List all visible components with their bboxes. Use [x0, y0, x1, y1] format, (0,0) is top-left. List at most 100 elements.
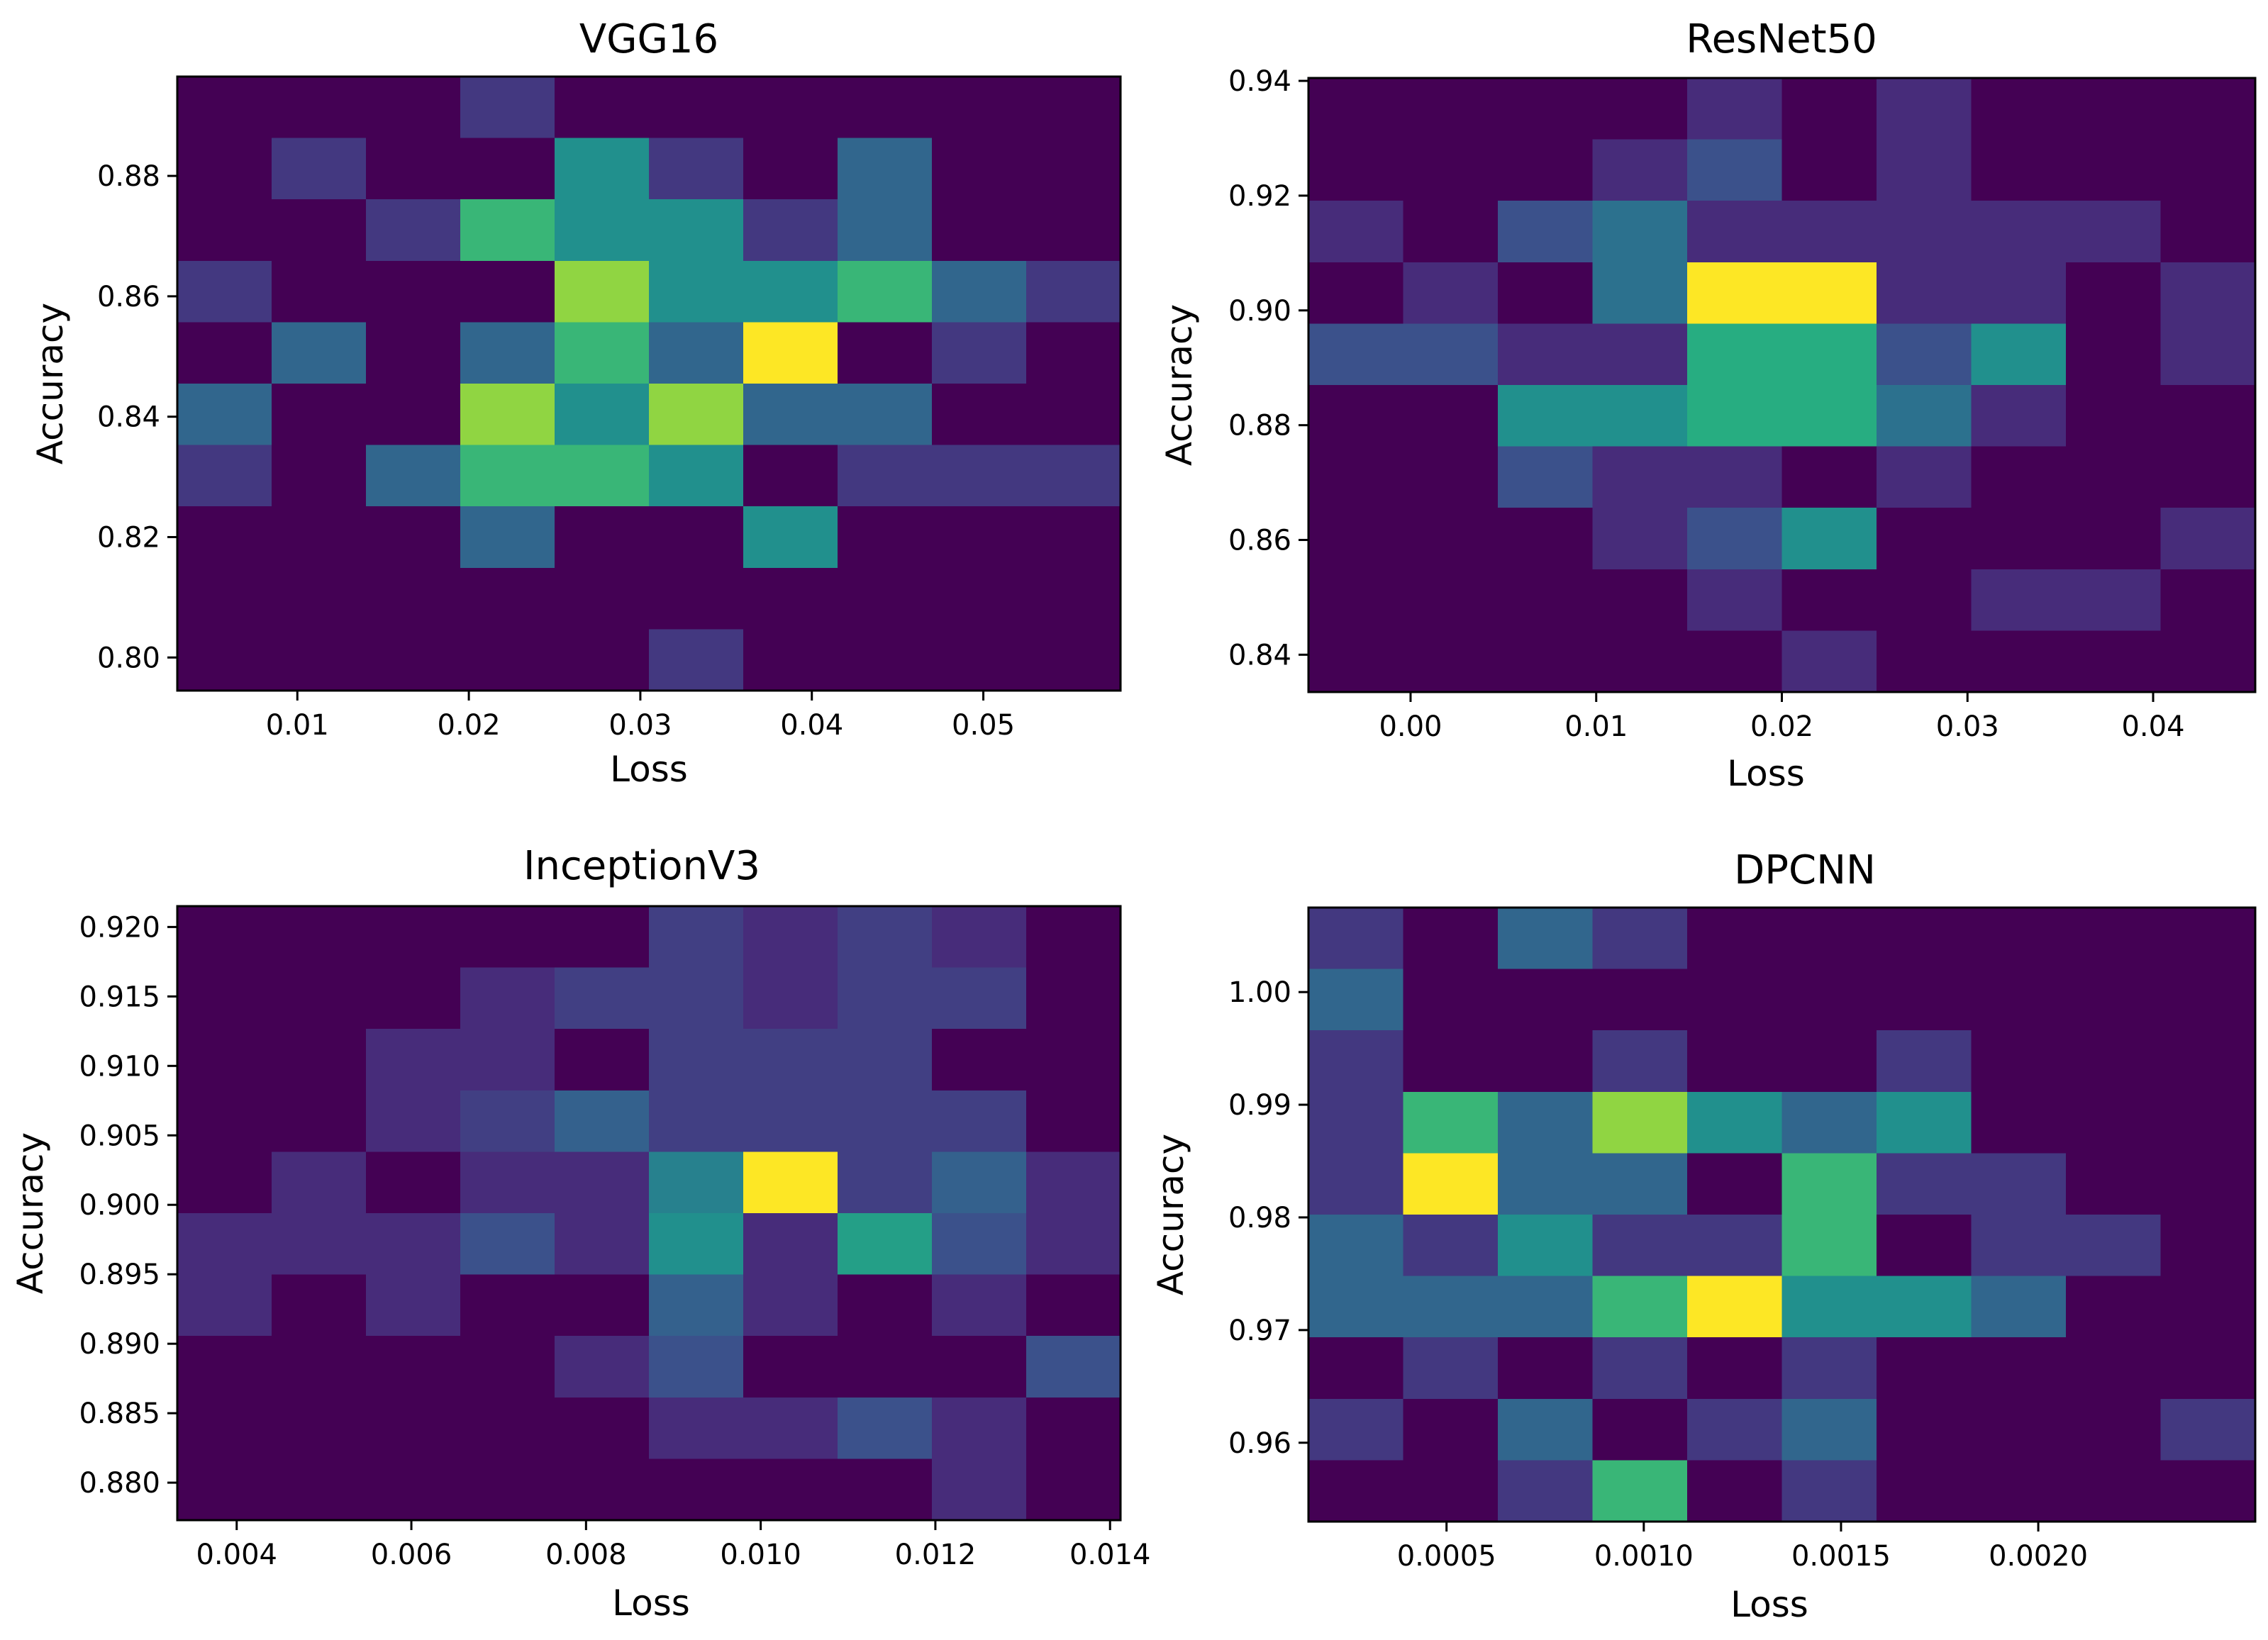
- heatmap-cell: [1971, 446, 2067, 508]
- heatmap-cell: [743, 138, 838, 200]
- heatmap-cell: [1403, 1091, 1499, 1154]
- heatmap-cell: [272, 1397, 367, 1459]
- heatmap-cell: [1592, 508, 1688, 570]
- y-tick-label: 0.880: [79, 1467, 160, 1500]
- heatmap-cell: [272, 1274, 367, 1337]
- heatmap-cell: [743, 199, 838, 262]
- heatmap-cell: [1971, 1153, 2067, 1215]
- heatmap-cell: [366, 445, 461, 507]
- heatmap-cell: [743, 567, 838, 630]
- heatmap-cell: [555, 260, 650, 323]
- heatmap-cell: [1592, 1030, 1688, 1093]
- heatmap-cell: [743, 629, 838, 691]
- heatmap-cell: [555, 1151, 650, 1214]
- x-tick-label: 0.01: [1564, 710, 1628, 743]
- heatmap-cell: [1781, 508, 1877, 570]
- heatmap-cell: [1498, 139, 1594, 201]
- panel-vgg16: VGG16 0.01 0.02 0.03 0.04 0.05 0.80 0.82 0.84 0.…: [30, 16, 1122, 790]
- heatmap-cell: [1687, 446, 1783, 508]
- heatmap-cell: [1403, 446, 1499, 508]
- heatmap-cell: [932, 1274, 1027, 1337]
- heatmap-cell: [838, 506, 933, 569]
- heatmap-cell: [460, 138, 555, 200]
- panel-dpcnn: DPCNN 0.0005 0.0010 0.0015 0.0020 0.96 0.97 0.…: [1150, 847, 2257, 1625]
- heatmap-cell: [1877, 385, 1972, 447]
- x-tick-label: 0.0005: [1397, 1540, 1496, 1573]
- heatmap-cell: [1687, 630, 1783, 693]
- heatmap-cell: [366, 199, 461, 262]
- heatmap-cell: [366, 77, 461, 139]
- heatmap-cell: [649, 260, 744, 323]
- heatmap-cell: [1877, 908, 1972, 970]
- heatmap-cell: [1403, 201, 1499, 263]
- heatmap-cell: [1877, 78, 1972, 140]
- y-tick-label: 0.92: [1228, 180, 1291, 213]
- heatmap-cell: [366, 967, 461, 1030]
- heatmap-cell: [1971, 969, 2067, 1031]
- heatmap-cell: [932, 1029, 1027, 1091]
- heatmap-cell: [1403, 78, 1499, 140]
- y-tick-label: 0.97: [1228, 1315, 1291, 1347]
- heatmap-cell: [177, 506, 272, 569]
- chart-title: DPCNN: [1734, 847, 1876, 893]
- y-tick-label: 0.96: [1228, 1427, 1291, 1460]
- heatmap-cell: [1308, 1337, 1404, 1400]
- heatmap-cell: [1592, 323, 1688, 386]
- heatmap-cell: [1687, 1398, 1783, 1461]
- heatmap-cell: [177, 1029, 272, 1091]
- heatmap-cell: [1498, 1337, 1594, 1400]
- heatmap-cell: [1687, 1215, 1783, 1277]
- heatmap-cell: [838, 1213, 933, 1276]
- heatmap-cell: [366, 506, 461, 569]
- heatmap-cell: [1403, 908, 1499, 970]
- heatmap-cell: [1308, 1153, 1404, 1215]
- heatmap-cell: [177, 1458, 272, 1521]
- heatmap-cell: [1687, 1153, 1783, 1215]
- heatmap-cell: [1687, 1460, 1783, 1522]
- heatmap-cell: [932, 906, 1027, 969]
- heatmap-cell: [177, 77, 272, 139]
- heatmap-cell: [1781, 201, 1877, 263]
- heatmap-cell: [1781, 1337, 1877, 1400]
- heatmap-cell: [932, 1151, 1027, 1214]
- heatmap-cell: [1877, 1398, 1972, 1461]
- heatmap-cell: [1403, 969, 1499, 1031]
- heatmap-cell: [2160, 1398, 2256, 1461]
- heatmap-cell: [555, 384, 650, 446]
- heatmap-cell: [1592, 969, 1688, 1031]
- heatmap-cell: [932, 138, 1027, 200]
- heatmap-cell: [1781, 385, 1877, 447]
- heatmap-cell: [1877, 569, 1972, 631]
- heatmap-cell: [272, 906, 367, 969]
- heatmap-cell: [1781, 630, 1877, 693]
- heatmap-cell: [1026, 260, 1121, 323]
- heatmap-cell: [1308, 969, 1404, 1031]
- heatmap-cell: [1026, 629, 1121, 691]
- heatmap-cell: [555, 629, 650, 691]
- heatmap-cell: [272, 506, 367, 569]
- heatmap-cell: [1498, 1091, 1594, 1154]
- heatmap-cell: [1498, 1398, 1594, 1461]
- heatmap-cell: [1498, 1153, 1594, 1215]
- heatmap-cell: [2160, 1215, 2256, 1277]
- heatmap-cell: [1026, 322, 1121, 384]
- heatmap-cell: [1877, 1030, 1972, 1093]
- heatmap-cell: [2160, 262, 2256, 324]
- x-tick-label: 0.05: [952, 709, 1015, 742]
- heatmap-cell: [1781, 1276, 1877, 1338]
- heatmap-cell: [2160, 1153, 2256, 1215]
- heatmap-cell: [177, 1397, 272, 1459]
- heatmap-cell: [743, 1029, 838, 1091]
- heatmap-cell: [177, 1213, 272, 1276]
- heatmap-cell: [1403, 1337, 1499, 1400]
- heatmap-cell: [2160, 1460, 2256, 1522]
- x-tick-label: 0.004: [196, 1539, 277, 1571]
- heatmap-cell: [838, 77, 933, 139]
- y-tick-label: 0.84: [97, 401, 160, 434]
- heatmap-cell: [838, 1397, 933, 1459]
- heatmap-cell: [649, 1458, 744, 1521]
- heatmap-cell: [649, 445, 744, 507]
- heatmap-cell: [177, 629, 272, 691]
- heatmap-cell: [177, 1274, 272, 1337]
- heatmap-cell: [1781, 1460, 1877, 1522]
